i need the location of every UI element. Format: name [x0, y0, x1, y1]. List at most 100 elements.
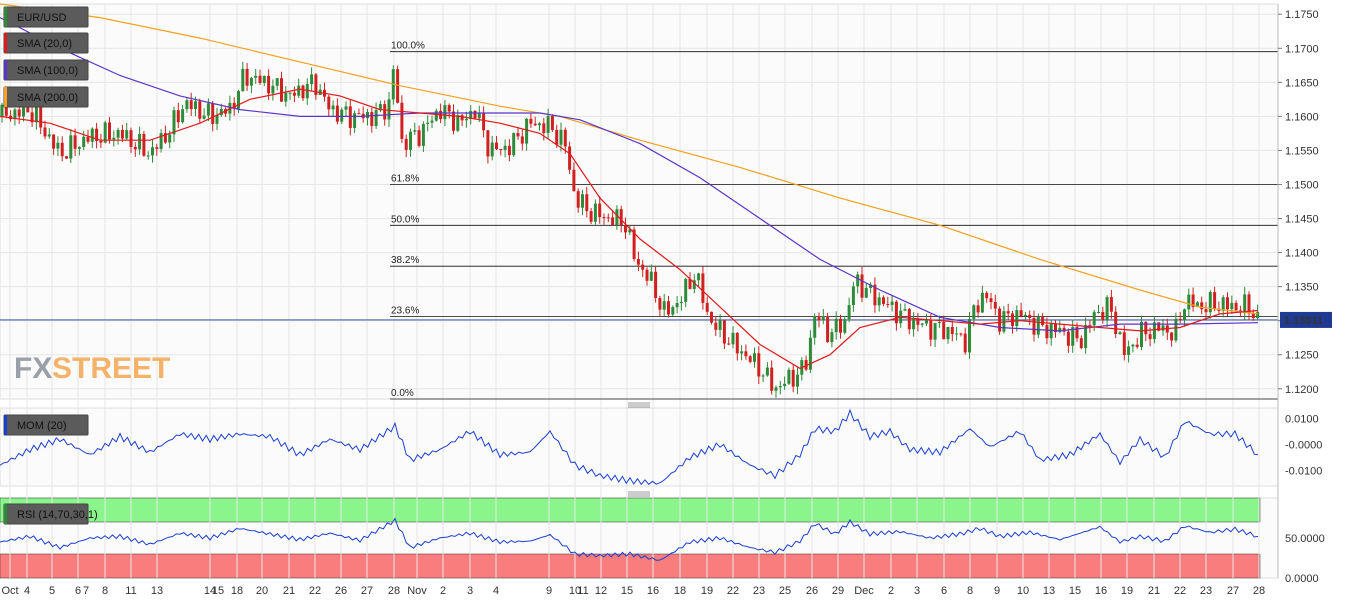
- date-tick-label: 5: [49, 585, 55, 597]
- candle-body: [757, 353, 761, 377]
- candle-body: [641, 264, 645, 270]
- candle-body: [43, 127, 47, 137]
- candle-body: [593, 203, 597, 222]
- sma-20-line: [0, 88, 1259, 370]
- candle-body: [658, 297, 662, 310]
- candle-body: [705, 302, 709, 312]
- date-tick-label: 27: [1227, 585, 1239, 597]
- candle-body: [1178, 318, 1182, 321]
- date-tick-label: 21: [283, 585, 295, 597]
- mom-legend-label: MOM (20): [17, 420, 67, 432]
- candle-body: [581, 194, 584, 208]
- candle-body: [1135, 344, 1139, 347]
- price-tick-label: 1.1750: [1285, 9, 1319, 21]
- candle-body: [787, 369, 791, 384]
- mom-legend-swatch: [4, 415, 7, 435]
- candle-body: [1019, 310, 1023, 317]
- candle-body: [507, 145, 511, 156]
- date-tick-label: 23: [1200, 585, 1212, 597]
- candle-body: [1041, 316, 1045, 325]
- candle-body: [1062, 327, 1066, 332]
- candle-body: [912, 318, 916, 330]
- candle-body: [421, 123, 425, 146]
- candle-body: [993, 302, 997, 309]
- watermark-fx: FX: [14, 352, 52, 385]
- candle-body: [387, 99, 391, 120]
- candle-body: [1226, 297, 1229, 310]
- candle-body: [1122, 332, 1126, 355]
- candle-body: [559, 129, 563, 145]
- candle-body: [292, 92, 296, 96]
- rsi-tick-label: 0.0000: [1285, 573, 1319, 585]
- date-tick-label: 4: [24, 585, 30, 597]
- candle-body: [731, 332, 735, 345]
- candle-body: [1118, 332, 1122, 335]
- candle-body: [1114, 311, 1118, 335]
- candle-body: [602, 217, 606, 219]
- candle-body: [1032, 318, 1036, 335]
- candle-body: [254, 75, 258, 78]
- candle-body: [1071, 326, 1075, 346]
- candle-body: [202, 115, 206, 119]
- candle-body: [619, 209, 623, 225]
- candle-body: [753, 353, 756, 362]
- candle-body: [937, 322, 941, 324]
- date-tick-label: 26: [335, 585, 347, 597]
- candle-body: [808, 337, 812, 370]
- candle-body: [632, 229, 636, 259]
- candle-body: [1195, 302, 1199, 307]
- rsi-oversold-zone: [0, 553, 1261, 579]
- candle-body: [929, 320, 933, 340]
- candle-body: [1200, 302, 1204, 310]
- candle-body: [103, 122, 107, 143]
- candle-body: [172, 110, 176, 135]
- candle-body: [47, 134, 51, 137]
- date-tick-label: 22: [309, 585, 321, 597]
- candle-body: [882, 297, 885, 304]
- candle-body: [1157, 322, 1161, 331]
- candle-body: [1023, 314, 1027, 317]
- candle-body: [1109, 297, 1113, 312]
- candle-body: [916, 318, 920, 325]
- price-axis: 1.1750 1.1700 1.1650 1.1600 1.1550 1.1500 1.14…: [1277, 4, 1332, 585]
- candle-body: [353, 113, 357, 128]
- candle-body: [258, 75, 262, 83]
- candle-body: [877, 297, 881, 306]
- price-tick-label: 1.1450: [1285, 214, 1319, 226]
- candle-body: [430, 120, 434, 123]
- candle-body: [1243, 294, 1247, 313]
- candle-body: [327, 96, 331, 110]
- candle-body: [138, 134, 142, 150]
- candle-body: [1183, 309, 1186, 321]
- current-price-label: 1.13011: [1284, 315, 1323, 327]
- symbol-legend-swatch: [4, 7, 7, 27]
- candle-body: [946, 327, 950, 340]
- rsi-legend-swatch: [4, 504, 7, 524]
- candle-body: [0, 104, 4, 117]
- date-tick-label: 21: [1148, 585, 1160, 597]
- date-tick-label: 16: [647, 585, 659, 597]
- date-tick-label: 15: [621, 585, 633, 597]
- candle-body: [839, 318, 842, 333]
- candle-body: [181, 109, 185, 123]
- candle-body: [95, 128, 99, 141]
- candle-body: [357, 113, 361, 115]
- candle-body: [284, 92, 288, 102]
- candle-body: [82, 136, 86, 148]
- candle-body: [185, 100, 189, 110]
- candle-body: [331, 105, 335, 110]
- candle-body: [615, 209, 619, 226]
- candle-body: [1079, 338, 1083, 349]
- fib-level-label: 38.2%: [391, 255, 419, 266]
- candle-body: [942, 322, 946, 340]
- sma20-legend-label: SMA (20,0): [17, 38, 72, 50]
- candle-body: [529, 118, 533, 124]
- candle-body: [1054, 323, 1057, 333]
- candle-body: [120, 129, 124, 139]
- candle-body: [783, 383, 787, 387]
- candle-body: [1152, 322, 1156, 340]
- candle-body: [1174, 318, 1178, 341]
- candle-body: [894, 301, 898, 324]
- candle-body: [1230, 302, 1234, 310]
- date-tick-label: 15: [212, 585, 224, 597]
